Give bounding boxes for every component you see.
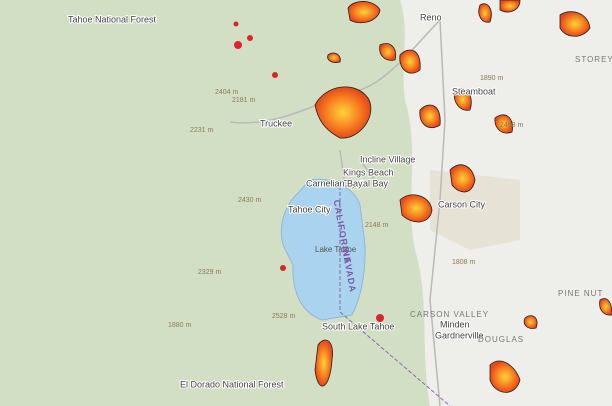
fire (399, 49, 421, 74)
fire (499, 0, 521, 13)
elevation-label: 2430 m (238, 197, 262, 204)
region-label: STOREY (575, 55, 612, 64)
fire (599, 298, 612, 316)
road (229, 19, 441, 124)
place-label: Kings Beach (343, 167, 394, 177)
fire-spot (234, 41, 242, 49)
fire (419, 104, 441, 129)
region-label: CARSON VALLEY (410, 310, 489, 319)
fires (233, 0, 612, 393)
elevation-label: 2148 m (365, 222, 389, 229)
elevation-label: 1880 m (168, 322, 192, 329)
road (339, 149, 376, 186)
place-label: Minden (440, 319, 470, 329)
elevation-label: 2404 m (215, 89, 239, 96)
place-label: Reno (420, 12, 442, 22)
fire-spot (272, 72, 278, 78)
lake-label: Lake Tahoe (315, 245, 357, 254)
road (429, 19, 446, 406)
fire-spot (247, 35, 253, 41)
fire-spot (376, 314, 384, 322)
fire (314, 86, 372, 139)
place-label: Carson City (438, 199, 486, 209)
place-label: Tahoe City (288, 204, 331, 214)
elevation-label: 2181 m (232, 97, 256, 104)
fire (314, 339, 333, 387)
place-label: Gardnerville (435, 330, 484, 340)
fire (478, 3, 492, 23)
fire-spot (233, 21, 239, 27)
fire-spot (280, 265, 286, 271)
fire (489, 360, 521, 393)
elevation-label: 2498 m (500, 122, 524, 129)
place-label: Truckee (260, 118, 292, 128)
region-label: PINE NUT (558, 289, 603, 298)
urban-area (430, 170, 520, 250)
place-label: South Lake Tahoe (322, 321, 394, 331)
elevation-label: 1808 m (452, 259, 476, 266)
state-line (339, 311, 451, 406)
lake (280, 178, 366, 321)
fire (453, 88, 472, 111)
place-label: Steamboat (452, 86, 496, 96)
place-label: Incline Village (360, 154, 415, 164)
forest-label: Tahoe National Forest (68, 14, 157, 24)
fire (347, 1, 381, 24)
fire (327, 52, 341, 63)
elevation-label: 2329 m (198, 269, 222, 276)
place-label: Carnelian Bay (306, 178, 363, 188)
fire (494, 114, 513, 134)
fire (449, 164, 476, 193)
fire (399, 194, 433, 223)
elevation-label: 1890 m (480, 75, 504, 82)
region-label: DOUGLAS (478, 335, 524, 344)
fire (379, 43, 397, 61)
place-label: Crystal Bay (342, 178, 389, 188)
forest-label: El Dorado National Forest (180, 379, 284, 389)
elevation-label: 2528 m (272, 313, 296, 320)
fire (523, 315, 538, 329)
fire (559, 11, 591, 37)
elevation-label: 2231 m (190, 127, 214, 134)
